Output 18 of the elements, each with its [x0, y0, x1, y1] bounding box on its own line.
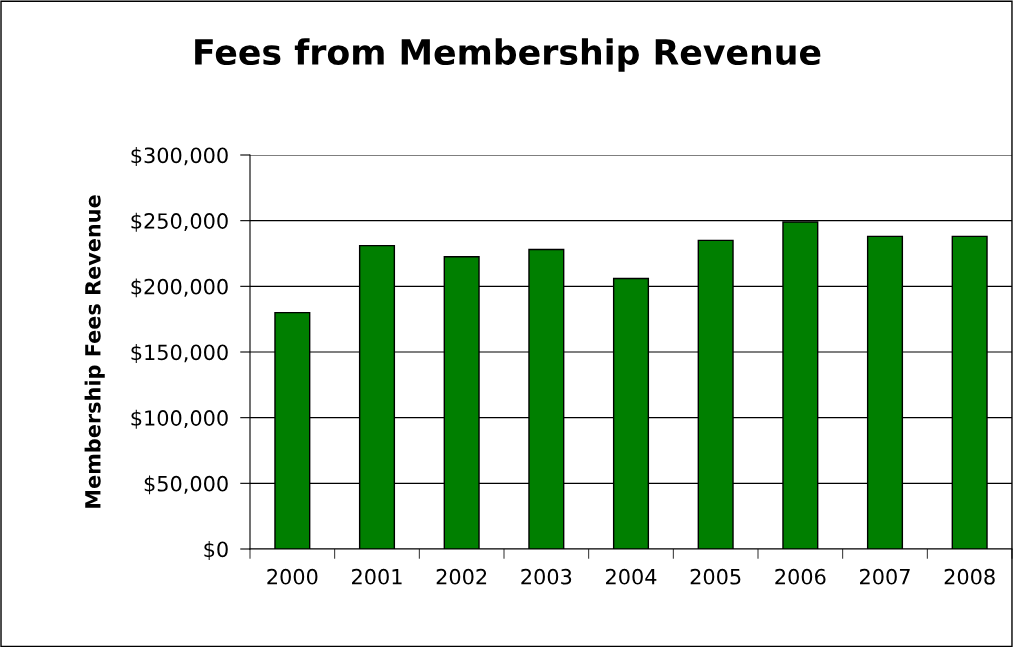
y-tick-label: $100,000: [131, 409, 228, 429]
y-tick-label: $0: [204, 541, 228, 560]
y-tick-label: $50,000: [144, 475, 228, 495]
x-tick-label: 2005: [690, 568, 741, 585]
y-tick-label: $150,000: [131, 344, 228, 363]
x-tick-label: 2001: [352, 568, 402, 585]
x-tick-label: 2008: [944, 568, 995, 585]
x-tick-label: 2004: [606, 568, 657, 585]
x-tick-label: 2003: [521, 568, 572, 585]
x-tick-label: 2007: [860, 568, 910, 585]
x-tick-label: 2002: [436, 568, 487, 585]
y-axis-title: Membership Fees Revenue: [84, 195, 105, 508]
y-tick-label: $300,000: [131, 147, 228, 166]
x-tick-label: 2006: [775, 568, 826, 585]
chart-title: Fees from Membership Revenue: [195, 38, 821, 72]
y-tick-label: $200,000: [131, 278, 228, 298]
y-tick-label: $250,000: [131, 212, 228, 232]
x-tick-label: 2000: [267, 568, 318, 585]
